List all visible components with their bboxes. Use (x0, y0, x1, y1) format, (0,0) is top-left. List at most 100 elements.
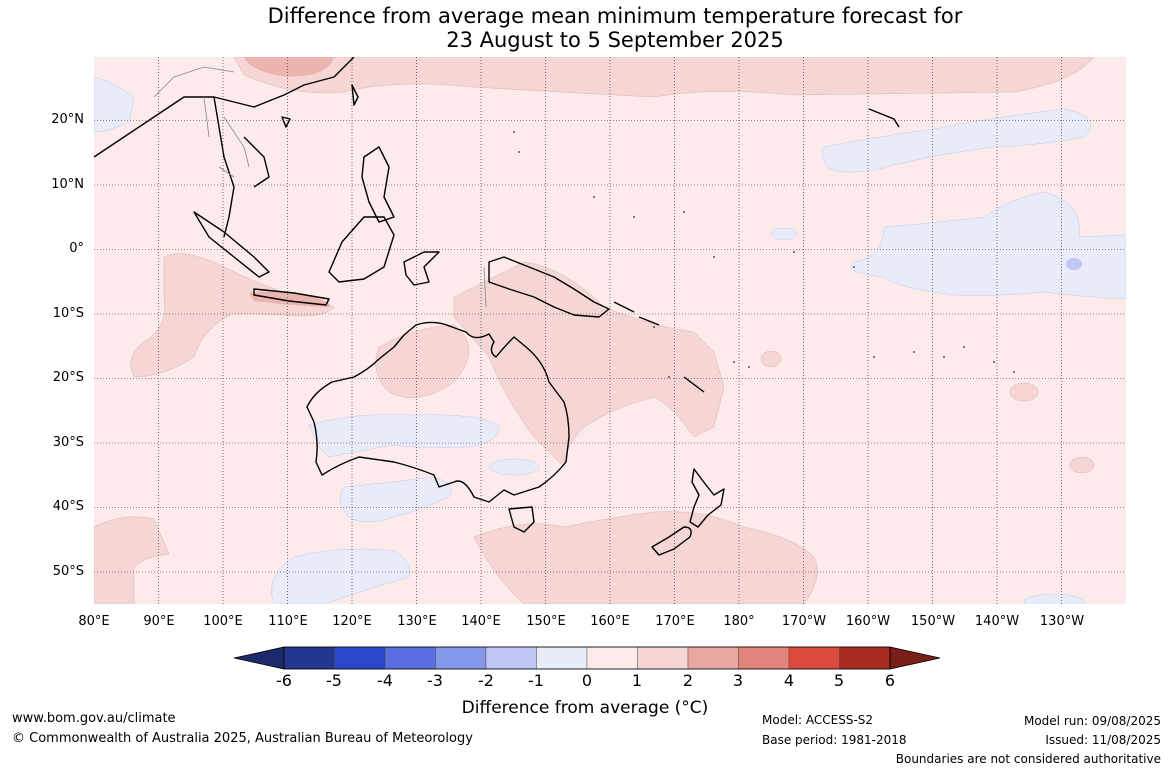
warm-region-south-pacific (473, 511, 818, 604)
warm-patch-central (760, 350, 782, 368)
mainland-asia-coastline (94, 57, 355, 238)
warm-patch-east-2 (1069, 456, 1095, 474)
australia-coastline (306, 321, 570, 503)
lat-label: 0° (69, 241, 84, 256)
colorbar-swatch (536, 646, 588, 670)
lat-label: 10°N (51, 177, 84, 192)
lon-label: 110°E (268, 614, 308, 629)
model-run-date: Model run: 09/08/2025 (1023, 714, 1161, 728)
lon-label: 130°W (1039, 614, 1085, 629)
tasmania-coastline (508, 506, 535, 533)
colorbar-swatch (839, 646, 891, 670)
new-caledonia (683, 376, 705, 393)
cool-patch-deeper (1066, 258, 1082, 270)
colorbar-swatch (435, 646, 487, 670)
lon-label: 180° (723, 614, 755, 629)
hawaii (868, 108, 900, 128)
lon-label: 140°E (461, 614, 501, 629)
chart-title: Difference from average mean minimum tem… (0, 4, 1173, 52)
cool-region-central-pacific (822, 108, 1091, 173)
model-name: Model: ACCESS-S2 (762, 713, 874, 727)
new-guinea-coastline (488, 256, 610, 318)
cool-patch-bismarck (770, 227, 798, 241)
lat-label: 20°S (52, 370, 84, 385)
colorbar-tick: 1 (631, 671, 643, 690)
colorbar-tick: -2 (478, 671, 494, 690)
colorbar-label: Difference from average (°C) (461, 698, 709, 718)
colorbar (234, 646, 940, 670)
lon-label: 140°W (974, 614, 1020, 629)
lon-label: 170°W (781, 614, 827, 629)
colorbar-tick: -4 (377, 671, 393, 690)
pacific-islands (513, 131, 1015, 378)
country-borders (153, 66, 487, 308)
coastlines (94, 57, 900, 556)
cool-patch-far-south (1023, 593, 1085, 604)
cool-patch-bass-strait (488, 458, 540, 476)
colorbar-swatch (687, 646, 739, 670)
colorbar-swatch (788, 646, 840, 670)
java-coastline (253, 288, 330, 306)
lon-label: 150°W (910, 614, 956, 629)
sulawesi-coastline (403, 251, 440, 286)
sumatra-coastline (193, 211, 270, 278)
colorbar-tick: -5 (326, 671, 342, 690)
cool-region-western-australia (308, 414, 500, 458)
cool-region-west-edge (94, 76, 135, 133)
lon-label: 80°E (78, 614, 110, 629)
title-line-1: Difference from average mean minimum tem… (267, 4, 963, 28)
cool-anomaly-regions (94, 76, 1126, 604)
colorbar-swatch (334, 646, 386, 670)
colorbar-swatch (384, 646, 436, 670)
colorbar-swatch (637, 646, 689, 670)
colorbar-tick: 6 (884, 671, 896, 690)
warm-patch-east (1009, 382, 1039, 402)
lon-label: 90°E (143, 614, 175, 629)
colorbar-tick: 5 (833, 671, 845, 690)
lon-label: 170°E (655, 614, 695, 629)
new-zealand-south-island (651, 526, 692, 556)
forecast-map (94, 57, 1126, 604)
colorbar-tick: -1 (528, 671, 544, 690)
philippines-coastline (361, 146, 395, 223)
warm-anomaly-regions (94, 57, 1095, 604)
solomon-islands (613, 301, 660, 326)
cool-region-south-australia (339, 476, 453, 523)
strong-warm-indochina (244, 57, 334, 77)
warm-region-north-pacific (233, 57, 1095, 98)
copyright-text: © Commonwealth of Australia 2025, Austra… (12, 731, 473, 746)
new-zealand-north-island (689, 468, 725, 528)
colorbar-tick: 0 (581, 671, 593, 690)
warm-region-australia-north (375, 324, 470, 398)
lon-label: 130°E (397, 614, 437, 629)
borneo-coastline (328, 216, 395, 283)
colorbar-tick: -6 (276, 671, 292, 690)
lon-label: 160°W (845, 614, 891, 629)
colorbar-high-extend (889, 646, 940, 670)
lat-label: 30°S (52, 435, 84, 450)
taiwan-hainan (281, 84, 359, 128)
lon-label: 120°E (332, 614, 372, 629)
lat-label: 50°S (52, 564, 84, 579)
base-period: Base period: 1981-2018 (762, 733, 907, 747)
lat-label: 20°N (51, 112, 84, 127)
issued-date: Issued: 11/08/2025 (1045, 733, 1161, 747)
colorbar-tick: 3 (732, 671, 744, 690)
cool-region-equatorial-pacific (850, 191, 1126, 300)
title-line-2: 23 August to 5 September 2025 (446, 28, 784, 52)
colorbar-low-extend (234, 646, 285, 670)
cool-region-great-australian-bight (271, 548, 411, 604)
colorbar-swatch (485, 646, 537, 670)
colorbar-swatches (283, 646, 891, 670)
colorbar-swatch (586, 646, 638, 670)
gridlines (94, 57, 1126, 604)
lat-label: 40°S (52, 499, 84, 514)
website-link[interactable]: www.bom.gov.au/climate (12, 711, 176, 726)
colorbar-tick: -3 (427, 671, 443, 690)
boundaries-disclaimer: Boundaries are not considered authoritat… (895, 752, 1161, 766)
lon-label: 100°E (203, 614, 243, 629)
colorbar-swatch (738, 646, 790, 670)
lon-label: 150°E (526, 614, 566, 629)
warm-region-indian-ocean (130, 253, 335, 378)
lon-label: 160°E (590, 614, 630, 629)
